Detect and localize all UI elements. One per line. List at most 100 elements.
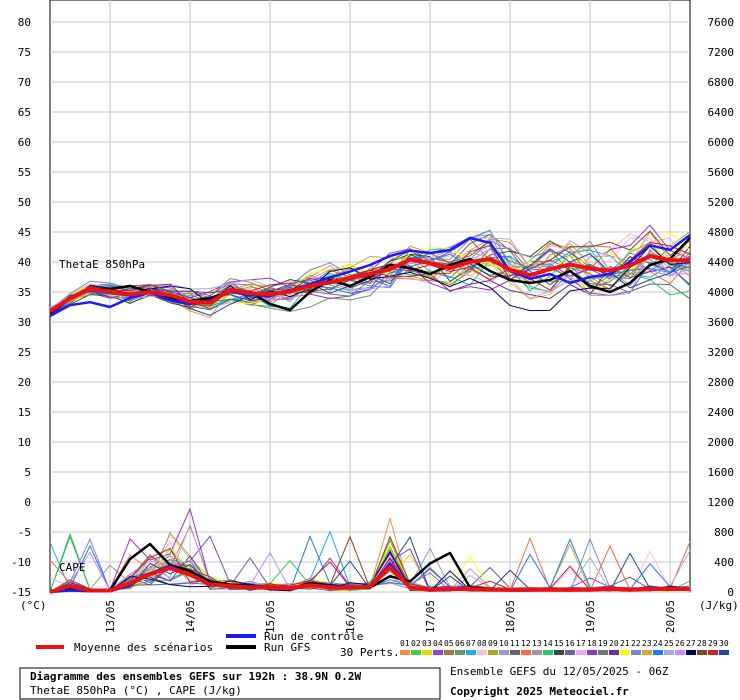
x-tick-label: 20/05 bbox=[664, 600, 677, 633]
left-tick-label: -10 bbox=[11, 556, 31, 569]
member-legend-swatch bbox=[455, 650, 465, 655]
right-tick-label: 0 bbox=[727, 586, 734, 599]
member-legend-number: 23 bbox=[642, 639, 652, 648]
member-legend-swatch bbox=[675, 650, 685, 655]
member-legend-number: 12 bbox=[521, 639, 531, 648]
member-legend-number: 01 bbox=[400, 639, 410, 648]
member-legend-number: 26 bbox=[675, 639, 685, 648]
left-tick-label: 0 bbox=[24, 496, 31, 509]
right-tick-label: 1200 bbox=[708, 496, 735, 509]
cape-panel-label: CAPE bbox=[59, 561, 86, 574]
left-tick-label: 20 bbox=[18, 376, 31, 389]
member-legend-swatch bbox=[554, 650, 564, 655]
member-legend-swatch bbox=[466, 650, 476, 655]
left-tick-label: 70 bbox=[18, 76, 31, 89]
member-legend-number: 28 bbox=[697, 639, 707, 648]
right-tick-label: 5600 bbox=[708, 166, 735, 179]
right-tick-label: 7200 bbox=[708, 46, 735, 59]
right-tick-label: 6000 bbox=[708, 136, 735, 149]
control-thetae-line bbox=[49, 234, 691, 318]
right-tick-label: 5200 bbox=[708, 196, 735, 209]
member-legend-number: 30 bbox=[719, 639, 729, 648]
right-tick-label: 2000 bbox=[708, 436, 735, 449]
member-20-thetae-line bbox=[49, 265, 691, 312]
member-legend-swatch bbox=[642, 650, 652, 655]
member-legend-swatch bbox=[576, 650, 586, 655]
right-tick-label: 3600 bbox=[708, 316, 735, 329]
left-tick-label: 40 bbox=[18, 256, 31, 269]
member-legend-swatch bbox=[708, 650, 718, 655]
left-tick-label: 35 bbox=[18, 286, 31, 299]
member-legend-number: 17 bbox=[576, 639, 586, 648]
footer-title-line2: ThetaE 850hPa (°C) , CAPE (J/kg) bbox=[30, 684, 242, 697]
x-tick-label: 13/05 bbox=[104, 600, 117, 633]
left-tick-label: 45 bbox=[18, 226, 31, 239]
member-legend-swatch bbox=[488, 650, 498, 655]
member-legend-swatch bbox=[532, 650, 542, 655]
left-tick-label: -15 bbox=[11, 586, 31, 599]
member-legend-swatch bbox=[543, 650, 553, 655]
member-legend-number: 21 bbox=[620, 639, 630, 648]
left-tick-label: 15 bbox=[18, 406, 31, 419]
right-tick-label: 4800 bbox=[708, 226, 735, 239]
member-legend-swatch bbox=[411, 650, 421, 655]
member-legend-swatch bbox=[598, 650, 608, 655]
member-legend-swatch bbox=[510, 650, 520, 655]
member-legend-number: 25 bbox=[664, 639, 674, 648]
left-tick-label: 65 bbox=[18, 106, 31, 119]
member-legend-swatch bbox=[719, 650, 729, 655]
right-tick-label: 2800 bbox=[708, 376, 735, 389]
footer-run-info: Ensemble GEFS du 12/05/2025 - 06Z bbox=[450, 665, 669, 678]
member-legend-number: 10 bbox=[499, 639, 509, 648]
member-legend-number: 24 bbox=[653, 639, 663, 648]
x-tick-label: 16/05 bbox=[344, 600, 357, 633]
x-tick-label: 19/05 bbox=[584, 600, 597, 633]
right-tick-label: 7600 bbox=[708, 16, 735, 29]
member-legend-number: 18 bbox=[587, 639, 597, 648]
member-legend-number: 22 bbox=[631, 639, 641, 648]
left-tick-label: 80 bbox=[18, 16, 31, 29]
member-legend-swatch bbox=[499, 650, 509, 655]
member-legend-swatch bbox=[631, 650, 641, 655]
member-legend-swatch bbox=[477, 650, 487, 655]
member-legend-swatch bbox=[653, 650, 663, 655]
member-legend-number: 03 bbox=[422, 639, 432, 648]
member-legend-number: 11 bbox=[510, 639, 520, 648]
member-legend-swatch bbox=[422, 650, 432, 655]
left-tick-label: 30 bbox=[18, 316, 31, 329]
left-tick-label: 10 bbox=[18, 436, 31, 449]
member-legend-swatch bbox=[521, 650, 531, 655]
right-tick-label: 4400 bbox=[708, 256, 735, 269]
mean-cape-line bbox=[49, 565, 690, 594]
footer-title-line1: Diagramme des ensembles GEFS sur 192h : … bbox=[30, 670, 362, 683]
right-tick-label: 2400 bbox=[708, 406, 735, 419]
member-legend-number: 08 bbox=[477, 639, 487, 648]
member-legend: 01 02 03 04 05 06 07 08 09 10 11 12 13 14 15 16 17 18 19 20… bbox=[400, 639, 729, 655]
member-legend-number: 09 bbox=[488, 639, 498, 648]
member-legend-number: 27 bbox=[686, 639, 696, 648]
right-axis-ticks: 7600720068006400600056005200480044004000… bbox=[708, 16, 735, 599]
x-tick-label: 15/05 bbox=[264, 600, 277, 633]
x-axis-ticks: 13/05 14/05 15/05 16/05 17/05 18/05 19/05 20/05 bbox=[104, 600, 677, 633]
member-legend-number: 06 bbox=[455, 639, 465, 648]
member-legend-number: 29 bbox=[708, 639, 718, 648]
legend-mean-label: Moyenne des scénarios bbox=[74, 641, 213, 654]
main-series-lines bbox=[48, 234, 691, 594]
legend-perts-label: 30 Perts. bbox=[340, 646, 400, 659]
right-tick-label: 4000 bbox=[708, 286, 735, 299]
member-legend-number: 04 bbox=[433, 639, 443, 648]
member-legend-swatch bbox=[697, 650, 707, 655]
legend-control-label: Run de contrôle bbox=[264, 630, 363, 643]
member-legend-swatch bbox=[620, 650, 630, 655]
member-legend-swatch bbox=[444, 650, 454, 655]
left-tick-label: 60 bbox=[18, 136, 31, 149]
left-tick-label: 75 bbox=[18, 46, 31, 59]
left-tick-label: -5 bbox=[18, 526, 31, 539]
member-legend-number: 19 bbox=[598, 639, 608, 648]
right-tick-label: 3200 bbox=[708, 346, 735, 359]
left-tick-label: 50 bbox=[18, 196, 31, 209]
right-tick-label: 400 bbox=[714, 556, 734, 569]
member-legend-number: 13 bbox=[532, 639, 542, 648]
